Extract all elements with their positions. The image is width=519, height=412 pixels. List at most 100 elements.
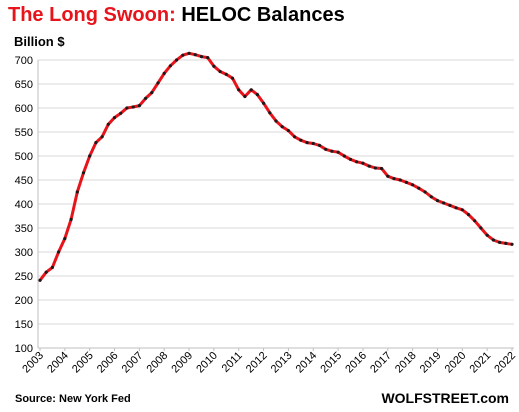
x-tick-label: 2006 bbox=[95, 350, 121, 376]
y-tick-label: 550 bbox=[15, 127, 33, 139]
y-tick-label: 500 bbox=[15, 151, 33, 163]
x-tick-label: 2011 bbox=[220, 350, 245, 375]
data-point bbox=[367, 164, 371, 168]
data-point bbox=[293, 135, 297, 139]
y-tick-label: 100 bbox=[15, 343, 33, 355]
x-tick-label: 2013 bbox=[269, 350, 295, 376]
y-tick-label: 300 bbox=[15, 247, 33, 259]
data-point bbox=[460, 208, 464, 212]
data-point bbox=[510, 242, 514, 246]
chart-title-accent: The Long Swoon: bbox=[8, 4, 176, 26]
data-point bbox=[417, 186, 421, 190]
data-point bbox=[411, 183, 415, 187]
data-point bbox=[112, 116, 117, 120]
chart-title: The Long Swoon: HELOC Balances bbox=[8, 4, 345, 27]
data-point bbox=[63, 237, 67, 241]
data-point bbox=[330, 149, 334, 153]
data-point bbox=[249, 88, 253, 92]
x-tick-label: 2020 bbox=[443, 350, 469, 376]
data-point bbox=[262, 101, 266, 105]
y-tick-label: 700 bbox=[15, 55, 33, 67]
data-point bbox=[150, 91, 154, 95]
data-point bbox=[206, 56, 210, 60]
x-tick-label: 2005 bbox=[70, 350, 96, 376]
data-point bbox=[404, 180, 408, 184]
data-point bbox=[454, 206, 458, 210]
source-note: Source: New York Fed bbox=[15, 393, 131, 405]
data-point bbox=[230, 76, 235, 80]
x-tick-label: 2018 bbox=[393, 350, 419, 376]
x-tick-label: 2021 bbox=[467, 350, 493, 376]
data-point bbox=[131, 105, 135, 109]
data-point bbox=[423, 190, 427, 194]
data-point bbox=[361, 161, 365, 165]
y-tick-label: 400 bbox=[15, 199, 33, 211]
brand-label: WOLFSTREET.com bbox=[381, 390, 509, 406]
y-tick-label: 250 bbox=[15, 271, 33, 283]
data-point bbox=[50, 265, 55, 269]
data-point bbox=[299, 138, 303, 142]
data-point bbox=[392, 177, 396, 181]
data-point bbox=[317, 143, 322, 147]
data-point bbox=[125, 106, 129, 110]
data-point bbox=[448, 203, 452, 207]
data-point bbox=[38, 278, 42, 282]
data-point bbox=[94, 141, 98, 145]
data-point bbox=[485, 233, 489, 237]
data-point bbox=[187, 51, 191, 55]
data-point bbox=[100, 135, 104, 139]
data-point bbox=[386, 174, 390, 178]
x-tick-label: 2015 bbox=[318, 350, 344, 376]
x-tick-label: 2007 bbox=[120, 350, 146, 376]
data-point bbox=[355, 160, 359, 164]
data-point bbox=[466, 213, 471, 217]
y-tick-label: 150 bbox=[15, 319, 33, 331]
data-point bbox=[311, 141, 315, 146]
data-point bbox=[274, 119, 278, 123]
x-tick-label: 2004 bbox=[45, 350, 71, 376]
x-tick-label: 2022 bbox=[492, 350, 518, 376]
y-tick-label: 450 bbox=[15, 175, 33, 187]
data-point bbox=[156, 81, 160, 85]
data-point bbox=[268, 111, 272, 115]
data-point bbox=[199, 55, 204, 59]
x-tick-label: 2014 bbox=[294, 350, 320, 376]
data-point bbox=[168, 64, 172, 68]
data-point bbox=[57, 250, 61, 254]
x-tick-label: 2016 bbox=[343, 350, 369, 376]
y-axis-label: Billion $ bbox=[14, 34, 65, 49]
data-point bbox=[193, 53, 197, 57]
data-point bbox=[75, 190, 79, 194]
data-point bbox=[380, 166, 384, 171]
data-point bbox=[237, 88, 241, 92]
data-point bbox=[119, 111, 123, 115]
data-point bbox=[342, 154, 346, 158]
data-point bbox=[435, 199, 440, 203]
y-tick-label: 350 bbox=[15, 223, 33, 235]
x-tick-label: 2009 bbox=[169, 350, 195, 376]
data-point bbox=[348, 157, 353, 161]
data-point bbox=[44, 270, 48, 274]
data-point bbox=[504, 241, 508, 245]
x-tick-label: 2012 bbox=[244, 350, 270, 376]
data-point bbox=[498, 240, 502, 244]
series-line bbox=[38, 51, 514, 282]
data-point bbox=[218, 69, 222, 74]
y-tick-label: 650 bbox=[15, 79, 33, 91]
data-point bbox=[255, 93, 259, 97]
data-point bbox=[336, 150, 340, 154]
data-point bbox=[286, 129, 290, 133]
data-point bbox=[398, 178, 402, 182]
data-point bbox=[212, 64, 216, 68]
data-point bbox=[175, 58, 179, 62]
data-point bbox=[144, 96, 148, 100]
data-point bbox=[181, 53, 185, 57]
data-point bbox=[373, 166, 377, 170]
x-tick-label: 2019 bbox=[418, 350, 444, 376]
data-point bbox=[224, 72, 228, 76]
data-point bbox=[106, 122, 110, 126]
data-point bbox=[479, 226, 483, 230]
data-point bbox=[429, 195, 433, 199]
